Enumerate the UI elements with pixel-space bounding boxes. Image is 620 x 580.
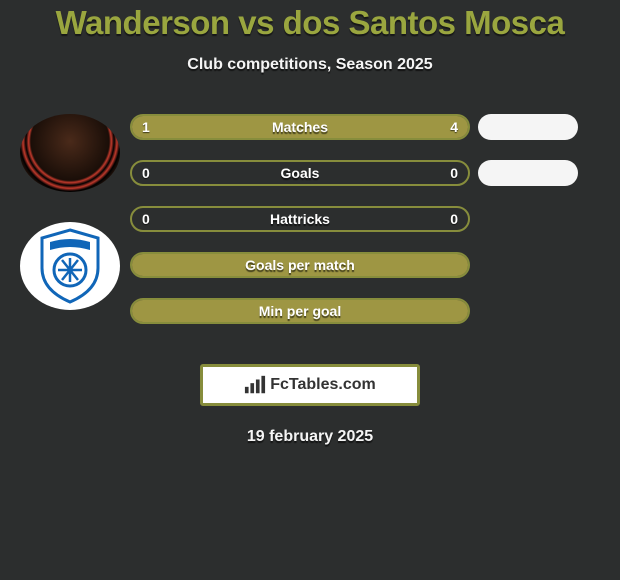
avatars-column — [10, 114, 130, 340]
page-title: Wanderson vs dos Santos Mosca — [0, 4, 620, 42]
stat-value-left: 0 — [142, 165, 150, 181]
stat-bar: Goals per match — [130, 252, 470, 278]
bars-column: Matches 1 4 Goals 0 0 Hattricks 0 0 Goals per mat… — [130, 114, 610, 340]
stat-row-goals: Goals 0 0 — [130, 160, 600, 186]
footer-logo-wrap: FcTables.com — [0, 364, 620, 406]
stat-label: Hattricks — [270, 211, 330, 227]
stat-row-matches: Matches 1 4 — [130, 114, 600, 140]
stat-row-goals-per-match: Goals per match — [130, 252, 600, 278]
stat-label: Matches — [272, 119, 328, 135]
player-1-avatar — [20, 114, 120, 192]
bars-chart-icon — [244, 375, 266, 395]
player-2-avatar — [20, 222, 120, 310]
page-subtitle: Club competitions, Season 2025 — [0, 56, 620, 74]
stat-bar: Min per goal — [130, 298, 470, 324]
stat-label: Min per goal — [259, 303, 341, 319]
fctables-logo: FcTables.com — [200, 364, 420, 406]
stat-label: Goals — [281, 165, 320, 181]
stat-value-left: 1 — [142, 119, 150, 135]
winner-pill — [478, 160, 578, 186]
stat-label: Goals per match — [245, 257, 355, 273]
logo-text: FcTables.com — [270, 376, 376, 394]
date-label: 19 february 2025 — [0, 428, 620, 446]
stat-bar: Hattricks 0 0 — [130, 206, 470, 232]
stat-value-right: 4 — [450, 119, 458, 135]
stat-row-min-per-goal: Min per goal — [130, 298, 600, 324]
club-crest-icon — [38, 228, 102, 304]
stat-bar: Goals 0 0 — [130, 160, 470, 186]
stat-value-right: 0 — [450, 165, 458, 181]
comparison-content: Matches 1 4 Goals 0 0 Hattricks 0 0 Goals per mat… — [0, 114, 620, 340]
stat-value-right: 0 — [450, 211, 458, 227]
stat-bar: Matches 1 4 — [130, 114, 470, 140]
stat-value-left: 0 — [142, 211, 150, 227]
stat-row-hattricks: Hattricks 0 0 — [130, 206, 600, 232]
winner-pill — [478, 114, 578, 140]
